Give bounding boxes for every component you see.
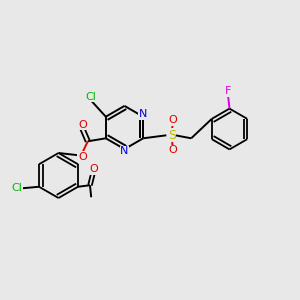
Text: O: O xyxy=(78,119,87,130)
Text: O: O xyxy=(78,152,87,162)
Text: Cl: Cl xyxy=(11,183,22,193)
Text: O: O xyxy=(168,115,177,125)
Text: Cl: Cl xyxy=(85,92,96,102)
Text: N: N xyxy=(139,109,147,119)
Text: F: F xyxy=(225,86,231,96)
Text: S: S xyxy=(168,129,176,142)
Text: O: O xyxy=(168,145,177,155)
Text: N: N xyxy=(120,146,129,157)
Text: O: O xyxy=(89,164,98,174)
